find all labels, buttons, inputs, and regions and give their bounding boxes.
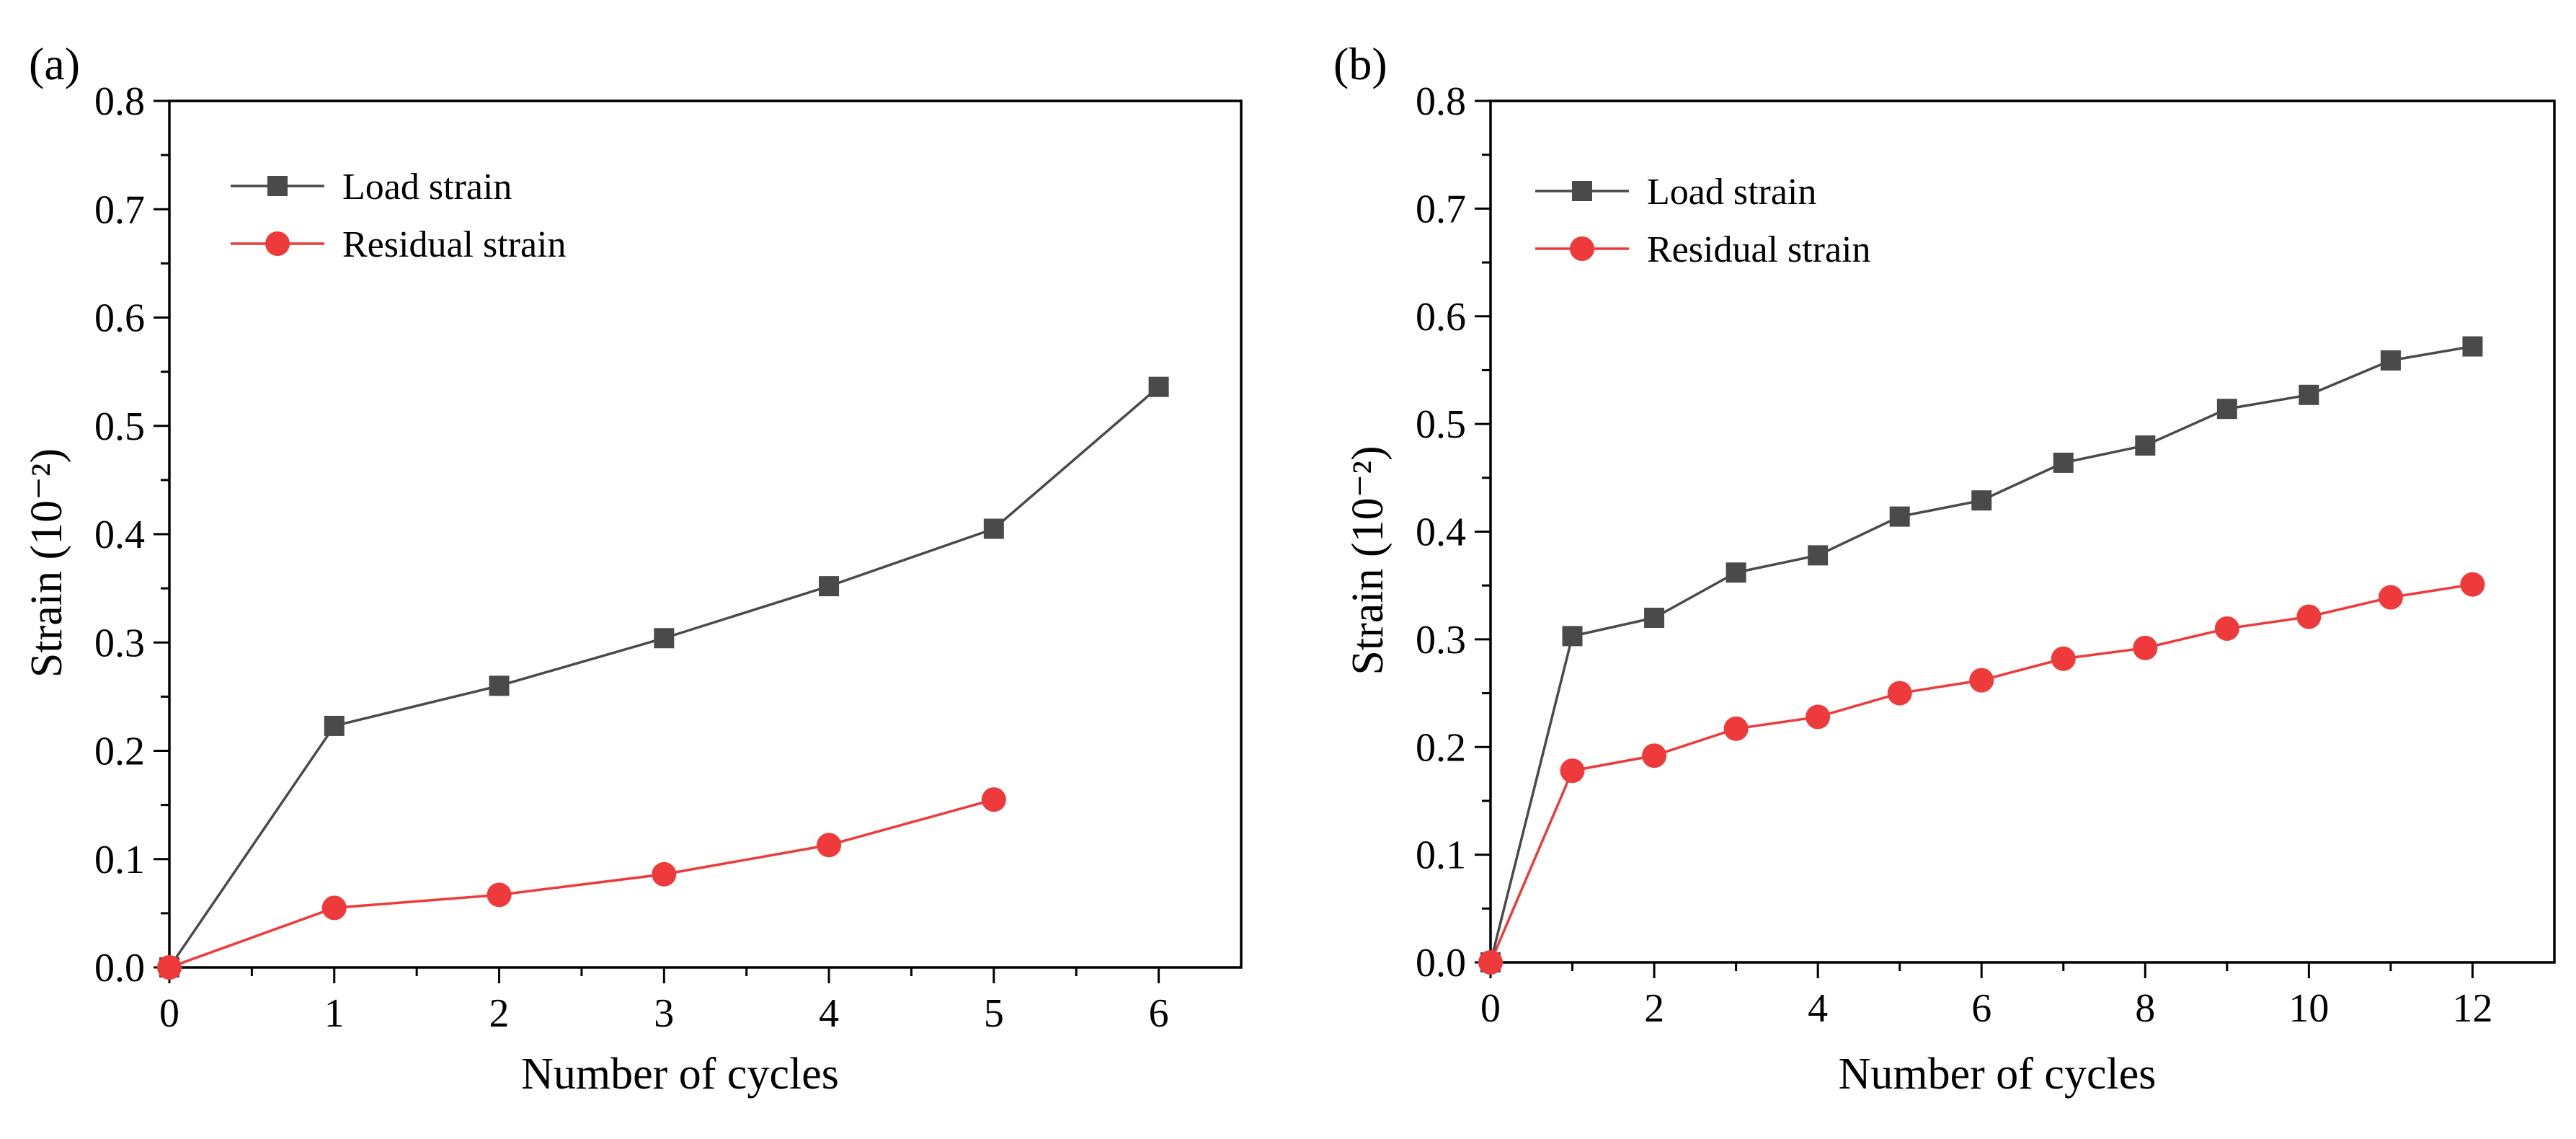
legend-label: Load strain (342, 167, 512, 208)
x-tick-label: 2 (489, 991, 510, 1036)
x-tick-label: 1 (324, 991, 345, 1036)
chart1-residual-strain-point (1969, 668, 1994, 693)
chart0-residual-strain-point (652, 861, 677, 887)
chart1-residual-strain-point (2378, 585, 2403, 610)
legend-label: Residual strain (1647, 229, 1871, 270)
x-tick-label: 8 (2135, 986, 2155, 1031)
chart0-load-strain-point (489, 675, 510, 696)
legend-square-marker (267, 176, 288, 196)
y-tick-label: 0.2 (94, 730, 145, 774)
chart1-load-strain-point (1644, 608, 1665, 628)
chart1-residual-strain-point (2296, 604, 2322, 629)
x-tick-label: 4 (819, 991, 839, 1036)
chart0-residual-strain-point (817, 833, 842, 858)
x-tick-label: 6 (1149, 991, 1169, 1036)
x-tick-label: 3 (654, 991, 674, 1036)
chart1-residual-strain-point (2214, 616, 2239, 641)
chart1-residual-strain-point (2133, 635, 2158, 660)
y-tick-label: 0.5 (94, 404, 145, 449)
chart1-load-strain-point (2462, 336, 2483, 357)
x-tick-label: 5 (984, 991, 1004, 1036)
chart0-residual-strain-point (321, 895, 347, 921)
y-tick-label: 0.0 (94, 946, 145, 990)
panel-b: (b) 0.0 0.1 0.2 0.3 0.4 0.5 0.6 0.7 0.8 0 2 4 6 8 10 12 N… (1333, 38, 2556, 1099)
chart1-load-strain-point (1562, 626, 1583, 647)
x-tick-label: 0 (1480, 986, 1501, 1031)
y-axis-title: Strain (10⁻²) (22, 448, 71, 678)
chart1-load-strain-point (2216, 399, 2237, 420)
x-tick-label: 6 (1971, 986, 1991, 1031)
panel-label: (a) (29, 38, 80, 89)
y-tick-label: 0.2 (1416, 725, 1466, 770)
chart0-load-strain-point (1148, 376, 1169, 397)
x-tick-label: 0 (159, 991, 179, 1036)
chart1-residual-strain-point (1806, 704, 1831, 730)
chart1-residual-strain-point (1560, 758, 1585, 784)
chart1-residual-strain-point (1887, 681, 1912, 706)
x-tick-label: 2 (1644, 986, 1664, 1031)
y-tick-label: 0.4 (1416, 510, 1466, 555)
chart0-residual-strain-point (157, 955, 182, 980)
chart0-residual-strain-point (487, 882, 512, 908)
chart1-residual-strain-point (2460, 572, 2485, 597)
x-tick-label: 12 (2452, 986, 2492, 1031)
chart0-load-strain-point (983, 518, 1004, 539)
chart1-load-strain-point (1889, 506, 1910, 527)
legend-label: Residual strain (342, 224, 567, 265)
legend-circle-marker (1570, 236, 1594, 261)
chart1-residual-strain-point (1723, 716, 1749, 741)
chart1-load-strain-point (1808, 545, 1829, 566)
y-tick-label: 0.0 (1416, 941, 1466, 985)
chart1-load-strain-point (1726, 562, 1746, 583)
chart1-load-strain-point (1971, 490, 1992, 511)
y-tick-label: 0.5 (1416, 402, 1466, 447)
chart1-residual-strain-point (2051, 646, 2076, 671)
x-axis-title: Number of cycles (1839, 1050, 2157, 1099)
x-tick-label: 4 (1808, 986, 1828, 1031)
y-tick-label: 0.3 (94, 621, 145, 665)
y-axis-title: Strain (10⁻²) (1343, 446, 1393, 675)
y-tick-label: 0.6 (1416, 295, 1466, 340)
y-tick-label: 0.7 (94, 187, 145, 232)
y-tick-label: 0.7 (1416, 187, 1466, 231)
y-tick-label: 0.1 (1416, 833, 1466, 878)
x-axis-title: Number of cycles (521, 1050, 839, 1099)
chart0-series-line-residual-strain (169, 798, 995, 969)
chart1-residual-strain-point (1478, 950, 1503, 975)
y-tick-label: 0.1 (94, 838, 145, 882)
y-tick-label: 0.6 (94, 296, 145, 341)
x-tick-label: 10 (2288, 986, 2329, 1031)
panel-label: (b) (1333, 38, 1387, 89)
y-tick-label: 0.4 (94, 513, 145, 557)
y-tick-label: 0.8 (94, 79, 145, 124)
legend-square-marker (1572, 181, 1592, 201)
y-tick-label: 0.3 (1416, 618, 1466, 662)
chart1-load-strain-point (2135, 435, 2156, 456)
chart1-load-strain-point (2380, 350, 2401, 371)
chart0-residual-strain-point (981, 787, 1006, 812)
chart1-load-strain-point (2053, 452, 2074, 473)
chart0-load-strain-point (654, 628, 675, 649)
chart0-load-strain-point (324, 715, 345, 736)
panel-a: (a) 0.0 0.1 0.2 0.3 0.4 0.5 0.6 0.7 0.8 0 1 2 3 4 5 6 Num… (22, 38, 1243, 1099)
y-tick-label: 0.8 (1416, 79, 1466, 124)
legend-label: Load strain (1647, 172, 1816, 213)
chart1-load-strain-point (2299, 384, 2319, 405)
legend-circle-marker (265, 231, 290, 256)
chart1-residual-strain-point (1642, 743, 1667, 768)
chart0-load-strain-point (819, 576, 840, 597)
